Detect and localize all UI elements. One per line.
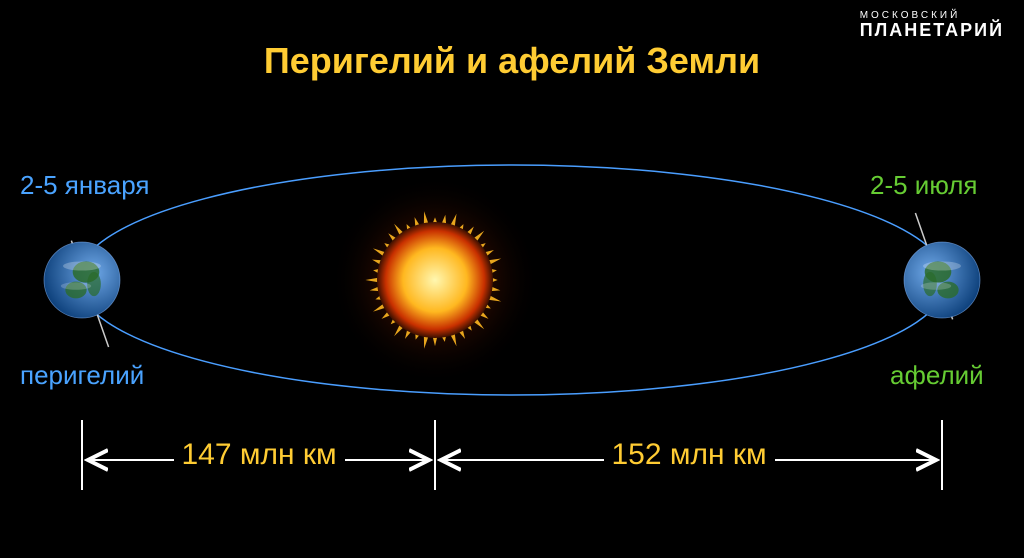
earth-aphelion — [904, 213, 988, 319]
earth-perihelion — [36, 241, 120, 347]
perihelion-date-label: 2-5 января — [20, 170, 149, 201]
aphelion-name-label: афелий — [890, 360, 984, 391]
distance-left-label: 147 млн км — [174, 438, 345, 472]
aphelion-date-label: 2-5 июля — [870, 170, 978, 201]
perihelion-name-label: перигелий — [20, 360, 144, 391]
diagram-canvas — [0, 0, 1024, 558]
sun — [377, 222, 493, 338]
distance-right-label: 152 млн км — [604, 438, 775, 472]
